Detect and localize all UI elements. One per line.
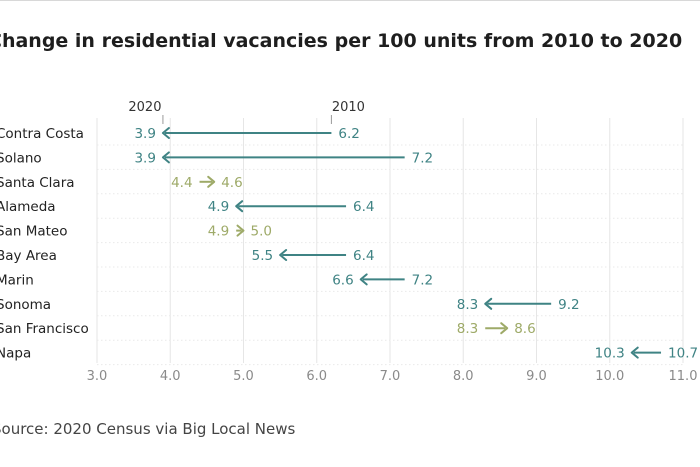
x-tick-label: 9.0 xyxy=(526,369,547,384)
row-label: Alameda xyxy=(0,199,56,215)
change-arrow-head xyxy=(279,249,288,261)
x-tick-label: 7.0 xyxy=(380,369,401,384)
x-tick-label: 3.0 xyxy=(87,369,108,384)
row-label: Marin xyxy=(0,272,34,288)
value-label-2020: 8.6 xyxy=(514,321,535,337)
x-tick-label: 11.0 xyxy=(669,369,698,384)
value-label-2020: 4.9 xyxy=(208,199,229,215)
value-label-2010: 10.7 xyxy=(668,346,698,362)
change-arrow-head xyxy=(161,151,170,164)
row-label: Santa Clara xyxy=(0,175,75,191)
grid-lines xyxy=(96,118,684,363)
x-tick-label: 4.0 xyxy=(160,369,181,384)
value-label-2020: 3.9 xyxy=(134,150,155,166)
value-label-2020: 3.9 xyxy=(134,126,155,142)
value-label-2010: 4.4 xyxy=(171,175,192,191)
change-arrow-head xyxy=(630,346,639,359)
x-axis: 3.0 4.0 5.0 6.0 7.0 8.0 9.0 10.0 11.0 xyxy=(87,369,698,384)
value-label-2010: 7.2 xyxy=(412,272,433,288)
x-tick-label: 10.0 xyxy=(595,369,624,384)
value-label-2010: 4.9 xyxy=(208,224,229,240)
value-label-2020: 8.3 xyxy=(457,297,478,313)
row-label: Contra Costa xyxy=(0,126,84,142)
change-arrow-head xyxy=(484,297,493,310)
chart-title: Change in residential vacancies per 100 … xyxy=(0,30,683,52)
start-year-label: 2010 xyxy=(332,100,365,115)
change-arrow-head xyxy=(235,200,244,213)
value-label-2020: 5.0 xyxy=(251,224,272,240)
row-label: Bay Area xyxy=(0,248,57,264)
value-label-2020: 10.3 xyxy=(595,346,625,362)
value-label-2010: 8.3 xyxy=(457,321,478,337)
end-year-label: 2020 xyxy=(128,100,161,115)
series-header: 2020 2010 xyxy=(128,100,365,124)
value-label-2010: 7.2 xyxy=(412,150,433,166)
top-rule xyxy=(0,0,700,1)
row-label: Sonoma xyxy=(0,297,51,313)
row-label: San Francisco xyxy=(0,321,89,337)
value-label-2010: 6.2 xyxy=(338,126,359,142)
source-note: Source: 2020 Census via Big Local News xyxy=(0,420,296,438)
row-label: Napa xyxy=(0,346,31,362)
chart-rows: Contra Costa 3.9 6.2 Solano 3.9 7.2 Santa Clar… xyxy=(0,126,698,366)
value-label-2010: 6.4 xyxy=(353,248,374,264)
change-arrow-head xyxy=(236,224,245,237)
row-label: San Mateo xyxy=(0,224,67,240)
change-arrow-head xyxy=(359,273,368,286)
value-label-2020: 6.6 xyxy=(332,272,353,288)
row-label: Solano xyxy=(0,150,42,166)
x-tick-label: 8.0 xyxy=(453,369,474,384)
value-label-2020: 4.6 xyxy=(221,175,242,191)
x-tick-label: 6.0 xyxy=(306,369,327,384)
change-arrow-head xyxy=(207,175,216,188)
x-tick-label: 5.0 xyxy=(233,369,254,384)
value-label-2010: 6.4 xyxy=(353,199,374,215)
change-arrow-head xyxy=(161,127,170,139)
value-label-2020: 5.5 xyxy=(252,248,273,264)
change-arrow-head xyxy=(500,322,509,335)
value-label-2010: 9.2 xyxy=(558,297,579,313)
